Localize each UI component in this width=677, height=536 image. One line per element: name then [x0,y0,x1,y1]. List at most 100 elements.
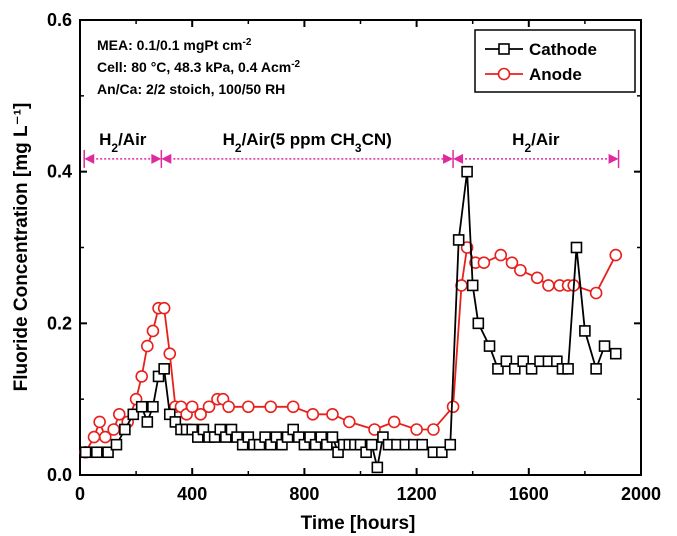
legend: Cathode Anode [474,29,636,93]
data-point-square [452,234,465,246]
data-point-circle [589,286,603,300]
data-point-square [436,446,448,459]
x-tick-label: 800 [289,484,319,504]
data-point-circle [146,324,160,338]
y-tick-label: 0.0 [47,465,72,485]
x-axis-title: Time [hours] [301,513,416,534]
data-point-square [147,400,159,413]
data-point-circle [477,256,491,269]
x-tick-label: 2000 [621,484,661,504]
data-point-circle [446,400,460,414]
x-tick-label: 400 [177,484,207,504]
data-point-circle [494,248,508,262]
y-tick-label: 0.4 [47,162,72,182]
data-point-circle [264,400,278,414]
data-point-circle [157,301,171,315]
data-point-square [326,431,339,443]
data-point-circle [427,423,440,436]
data-point-circle [306,408,320,421]
axes: 0 400 800 1200 1600 2000 0.0 0.2 0.4 0.6 [47,10,661,504]
data-point-square [371,461,384,474]
x-tick-label: 1200 [397,484,437,504]
data-point-square [127,408,140,421]
x-tick-label: 0 [75,484,85,504]
region-arrowhead-right [608,153,619,164]
data-point-square [500,355,513,368]
data-point-circle [542,279,555,292]
data-point-circle [609,248,623,262]
info-line: MEA: 0.1/0.1 mgPt cm-2 [97,37,252,54]
data-point-square [562,363,574,375]
data-point-square [492,363,504,375]
y-axis-title: Fluoride Concentration [mg L⁻¹] [11,103,32,392]
legend-marker-square [498,43,510,55]
data-point-circle [98,430,112,444]
data-point-square [444,438,457,451]
region-label: H2/Air [512,130,560,155]
info-line: An/Ca: 2/2 stoich, 100/50 RH [97,81,285,97]
data-point-circle [112,408,126,421]
data-point-circle [135,370,149,383]
x-tick-label: 1600 [509,484,549,504]
series-anode [79,241,623,459]
data-point-square [135,400,148,413]
region-arrowhead-right [443,153,454,164]
region-arrowhead-left [453,153,464,164]
info-line: Cell: 80 °C, 48.3 kPa, 0.4 Acm-2 [97,59,301,76]
data-point-square [598,340,611,352]
data-point-square [579,325,591,337]
data-point-square [466,279,479,292]
data-point-circle [107,423,120,436]
region-arrowhead-left [84,153,95,164]
data-point-circle [163,347,177,360]
legend-label: Anode [529,65,582,84]
data-point-circle [514,263,527,277]
series-cathode [79,165,622,474]
data-point-square [110,438,123,451]
data-point-square [102,446,114,459]
region-arrowhead-left [161,153,172,164]
data-point-circle [194,408,207,421]
data-point-circle [185,400,199,414]
data-point-circle [342,415,356,429]
data-point-square [517,355,529,368]
region-label: H2/Air [99,130,147,155]
data-point-circle [93,415,106,429]
region-arrowhead-right [151,153,162,164]
data-point-circle [505,256,519,269]
data-point-circle [202,400,216,414]
data-point-circle [87,430,101,444]
legend-box [474,29,636,93]
data-point-square [590,363,602,375]
data-point-square [416,438,429,451]
data-point-square [158,363,170,375]
data-series [79,165,623,474]
data-point-circle [530,271,544,285]
data-point-square [119,423,131,436]
data-point-square [609,347,622,360]
legend-marker-circle [497,67,511,81]
test-conditions-annotation: MEA: 0.1/0.1 mgPt cm-2 Cell: 80 °C, 48.3 … [97,37,301,98]
data-point-square [472,317,485,330]
data-point-circle [387,415,401,429]
legend-label: Cathode [529,40,597,59]
data-point-square [141,416,154,428]
data-point-square [461,165,473,178]
y-tick-label: 0.6 [47,10,72,30]
data-point-circle [141,339,154,353]
region-label: H2/Air(5 ppm CH3CN) [223,130,392,155]
data-point-square [508,363,521,375]
data-point-square [483,340,496,352]
data-point-circle [286,400,300,414]
data-point-circle [410,423,423,436]
test-phase-regions: H2/Air H2/Air(5 ppm CH3CN) H2/Air [83,130,620,168]
y-tick-label: 0.2 [47,313,72,333]
data-point-circle [222,400,235,414]
data-point-circle [326,408,339,421]
data-point-square [570,241,583,254]
data-point-circle [242,400,255,414]
data-point-square [91,446,103,459]
data-point-square [79,446,92,459]
data-point-square [365,438,378,451]
